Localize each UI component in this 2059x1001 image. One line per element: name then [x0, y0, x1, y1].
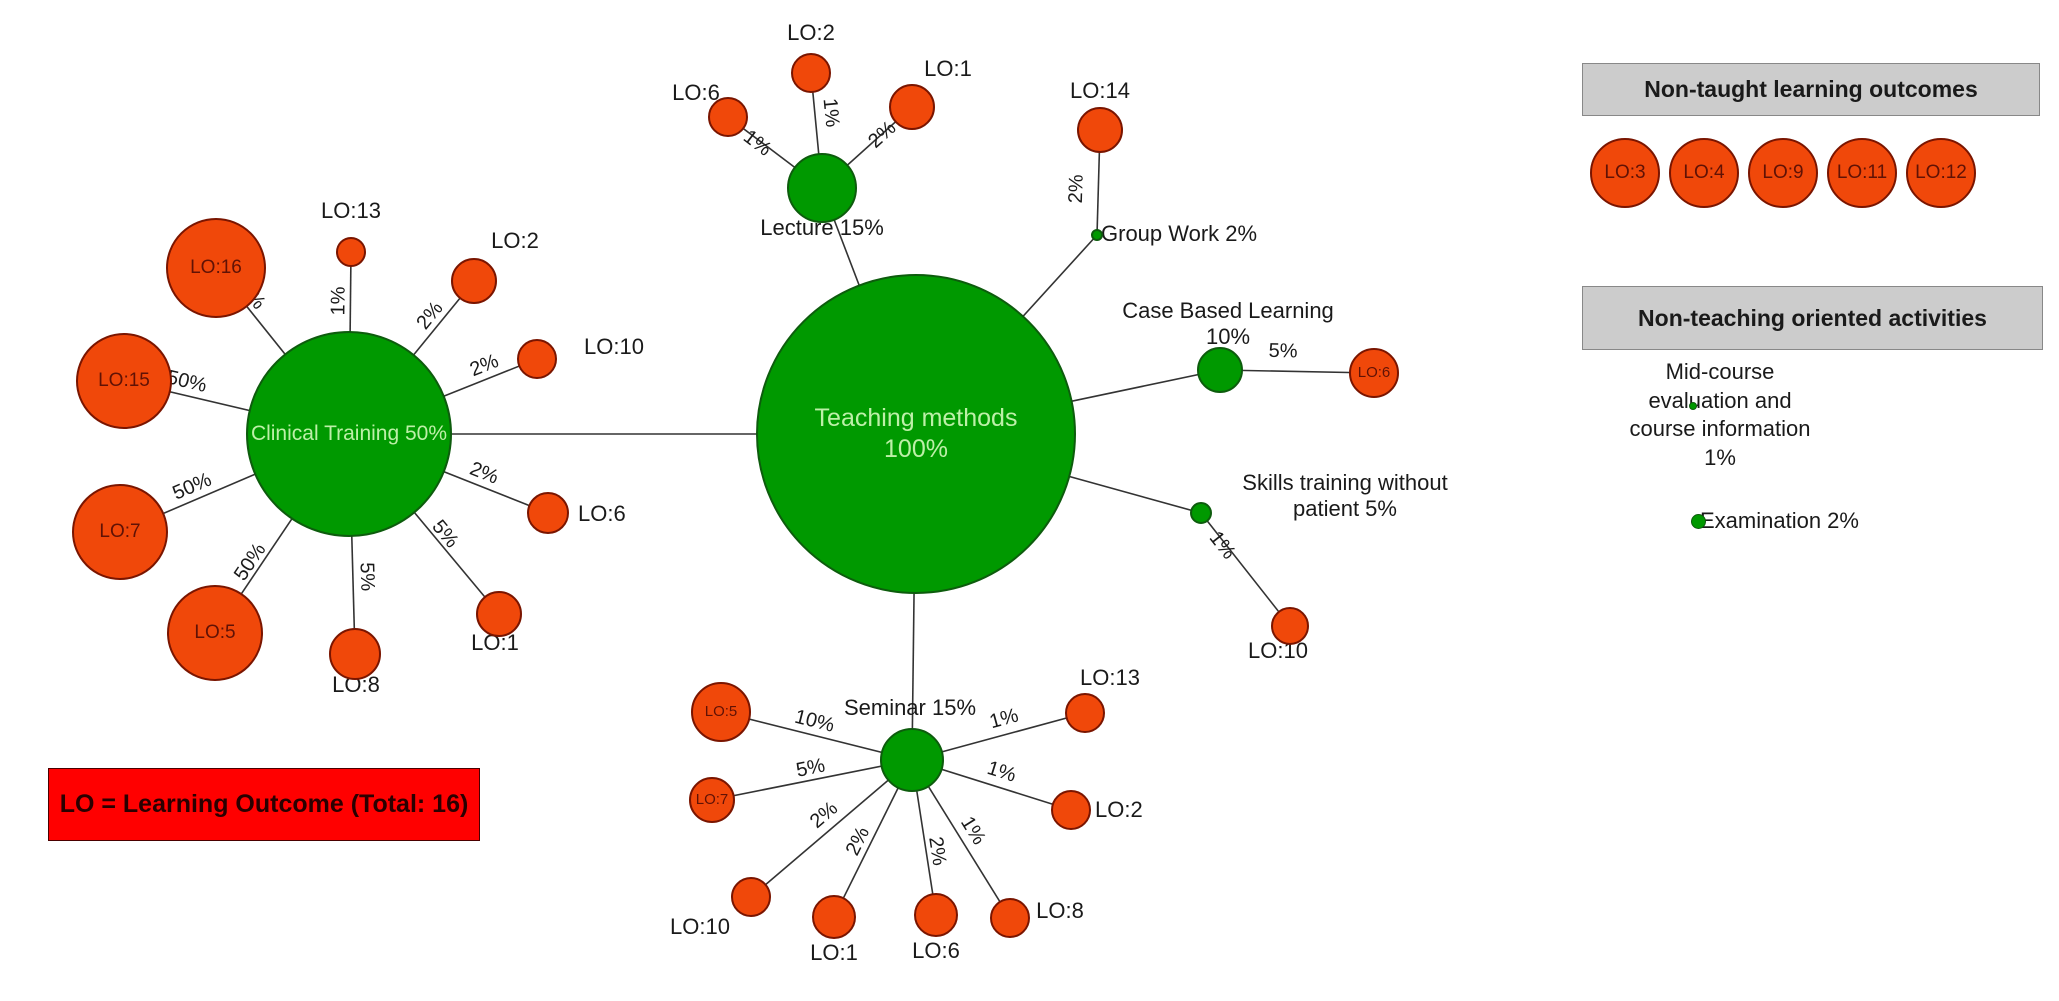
svg-text:Seminar 15%: Seminar 15% [844, 695, 976, 720]
svg-text:2%: 2% [924, 835, 950, 867]
svg-text:LO:2: LO:2 [491, 228, 539, 253]
svg-text:LO:6: LO:6 [912, 938, 960, 963]
svg-text:LO:1: LO:1 [810, 940, 858, 965]
svg-text:LO:2: LO:2 [787, 20, 835, 45]
svg-text:5%: 5% [427, 516, 463, 552]
svg-text:LO:6: LO:6 [578, 501, 626, 526]
svg-text:2%: 2% [412, 297, 447, 333]
svg-text:1%: 1% [327, 286, 349, 315]
svg-text:LO:8: LO:8 [1036, 898, 1084, 923]
svg-text:2%: 2% [842, 823, 875, 859]
svg-text:Case Based Learning: Case Based Learning [1122, 298, 1334, 323]
svg-text:LO:10: LO:10 [670, 914, 730, 939]
svg-text:2%: 2% [467, 458, 502, 489]
svg-text:LO:13: LO:13 [1080, 665, 1140, 690]
svg-text:5%: 5% [355, 562, 378, 592]
svg-text:1%: 1% [1205, 527, 1240, 563]
svg-text:patient 5%: patient 5% [1293, 496, 1397, 521]
svg-text:50%: 50% [169, 469, 215, 505]
svg-text:50%: 50% [230, 539, 271, 585]
svg-text:LO:1: LO:1 [924, 56, 972, 81]
svg-text:5%: 5% [1268, 340, 1298, 363]
svg-text:Group Work 2%: Group Work 2% [1101, 221, 1257, 246]
svg-text:LO:2: LO:2 [1095, 797, 1143, 822]
svg-text:1%: 1% [956, 813, 990, 849]
svg-text:2%: 2% [806, 797, 842, 833]
svg-text:10%: 10% [1206, 324, 1250, 349]
svg-text:2%: 2% [1065, 174, 1088, 204]
svg-text:LO:6: LO:6 [672, 80, 720, 105]
svg-text:LO:13: LO:13 [321, 198, 381, 223]
svg-text:1%: 1% [739, 126, 775, 161]
svg-text:LO:10: LO:10 [584, 334, 644, 359]
svg-text:1%: 1% [987, 704, 1021, 733]
svg-text:1%: 1% [819, 97, 844, 128]
svg-text:2%: 2% [467, 350, 502, 381]
svg-text:Skills training without: Skills training without [1242, 470, 1447, 495]
svg-text:LO:14: LO:14 [1070, 78, 1130, 103]
svg-text:1%: 1% [985, 757, 1019, 787]
